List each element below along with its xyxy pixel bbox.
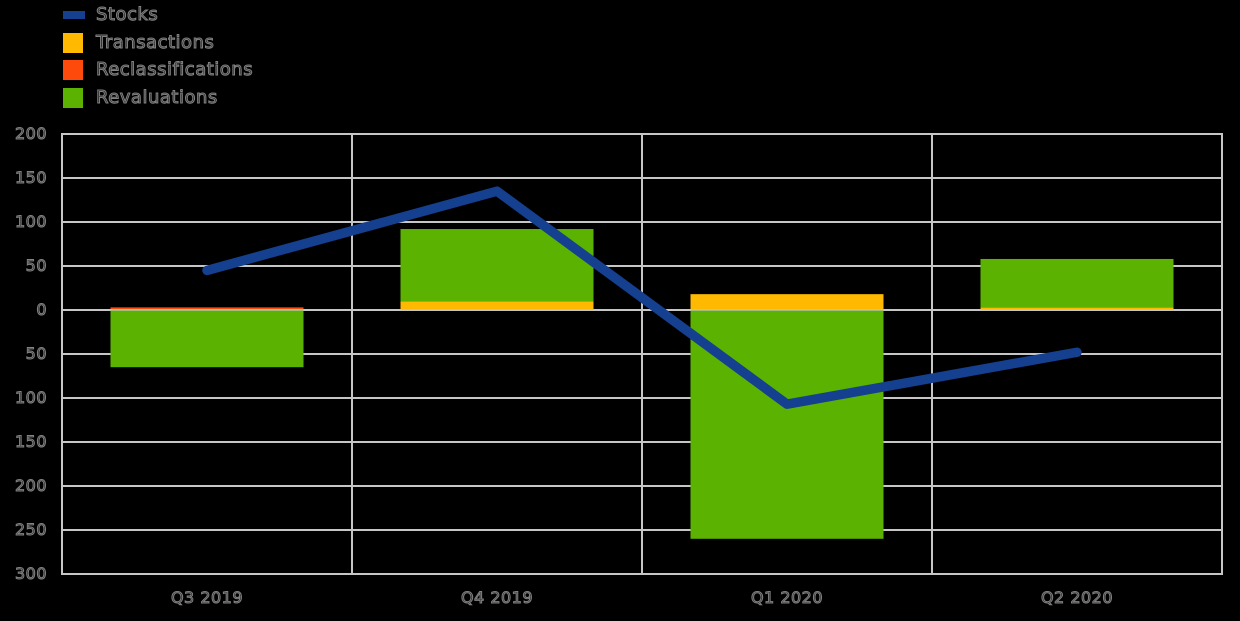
y-tick-label: 50: [25, 256, 47, 275]
stocks-line: [202, 186, 1082, 409]
stocks-line-swatch-icon: [63, 11, 85, 19]
x-tick-label: Q3 2019: [170, 588, 244, 607]
legend-label-stocks: Stocks: [95, 4, 159, 25]
bar-segment-reclassifications-q3-2019: [110, 307, 304, 310]
revaluations-swatch-icon: [63, 87, 83, 108]
legend: Stocks Transactions Reclassifications Re…: [63, 4, 254, 115]
y-tick-label: 250: [14, 520, 47, 539]
reclassifications-swatch-icon: [63, 60, 83, 80]
legend-label-reclassifications: Reclassifications: [95, 59, 254, 80]
y-tick-label: 300: [14, 564, 47, 583]
y-tick-label: 150: [14, 432, 47, 451]
plot-border: [61, 133, 1223, 575]
bar-segment-revaluations-q2-2020: [980, 258, 1174, 308]
bar-segment-revaluations-q1-2020: [690, 310, 884, 539]
y-tick-label: 200: [14, 124, 47, 143]
y-tick-label: 150: [14, 168, 47, 187]
bar-segment-transactions-q2-2020: [980, 307, 1174, 310]
legend-item-transactions: Transactions: [63, 31, 253, 53]
legend-item-revaluations: Revaluations: [63, 86, 253, 108]
bar-segment-transactions-q4-2019: [400, 301, 594, 310]
y-tick-label: 100: [14, 388, 47, 407]
y-tick-label: 200: [14, 476, 47, 495]
legend-item-stocks: Stocks: [63, 4, 253, 25]
legend-label-transactions: Transactions: [95, 31, 215, 53]
x-tick-label: Q1 2020: [750, 588, 824, 607]
bar-segment-revaluations-q3-2019: [110, 310, 304, 368]
x-tick-label: Q2 2020: [1040, 588, 1114, 607]
y-tick-label: 50: [25, 344, 47, 363]
legend-item-reclassifications: Reclassifications: [63, 59, 254, 80]
transactions-swatch-icon: [63, 32, 83, 53]
y-tick-label: 0: [36, 300, 47, 319]
legend-label-revaluations: Revaluations: [96, 86, 218, 108]
bar-segment-transactions-q1-2020: [690, 294, 884, 310]
y-tick-label: 100: [14, 212, 47, 231]
x-tick-label: Q4 2019: [460, 588, 534, 607]
